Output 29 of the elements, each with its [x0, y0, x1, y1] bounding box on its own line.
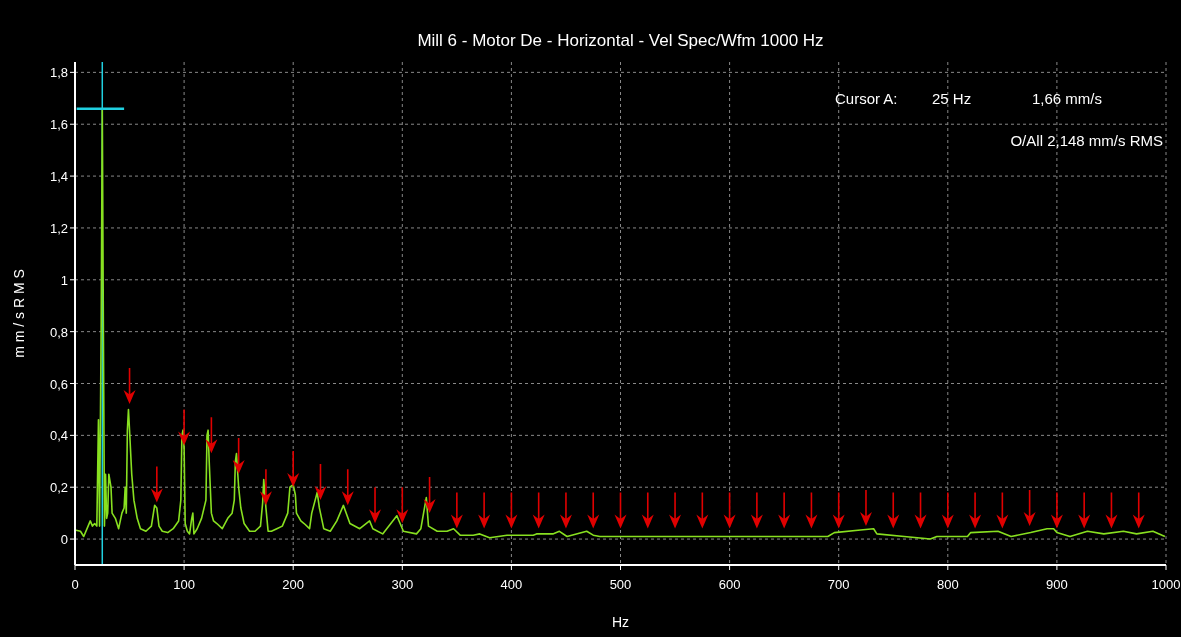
y-tick-label: 0 [60, 532, 68, 548]
x-tick-label: 100 [173, 577, 195, 592]
annotation: 1,66 mm/s [1032, 90, 1103, 107]
x-tick-label: 500 [609, 577, 632, 592]
x-tick-label: 200 [282, 577, 305, 592]
x-tick-label: 0 [71, 577, 79, 592]
y-tick-label: 1,6 [49, 117, 68, 133]
line-series [74, 107, 1166, 540]
annotation: Cursor A: [835, 90, 898, 107]
x-tick-label: 700 [827, 577, 850, 592]
y-tick-label: 0,2 [49, 480, 68, 496]
x-tick-label: 600 [718, 577, 741, 592]
x-tick-label: 1000 [1151, 577, 1181, 592]
annotation: 25 Hz [932, 90, 972, 107]
y-tick-label: 1 [60, 272, 68, 288]
y-tick-label: 0,4 [49, 428, 68, 444]
x-tick-label: 300 [391, 577, 414, 592]
y-tick-label: 0,8 [49, 324, 68, 340]
y-axis-title: m m / s R M S [11, 269, 27, 358]
y-tick-label: 1,8 [49, 65, 68, 81]
x-axis-title: Hz [611, 614, 630, 630]
y-tick-label: 1,2 [49, 220, 68, 236]
annotation: O/All 2,148 mm/s RMS [1010, 132, 1163, 149]
x-tick-label: 900 [1046, 577, 1068, 592]
chart-title: Mill 6 - Motor De - Horizontal - Vel Spec/Wfm 1000 Hz [417, 31, 824, 50]
y-tick-label: 0,6 [49, 376, 68, 392]
y-tick-label: 1,4 [49, 169, 68, 185]
x-tick-label: 400 [500, 577, 523, 592]
x-tick-label: 800 [936, 577, 959, 592]
